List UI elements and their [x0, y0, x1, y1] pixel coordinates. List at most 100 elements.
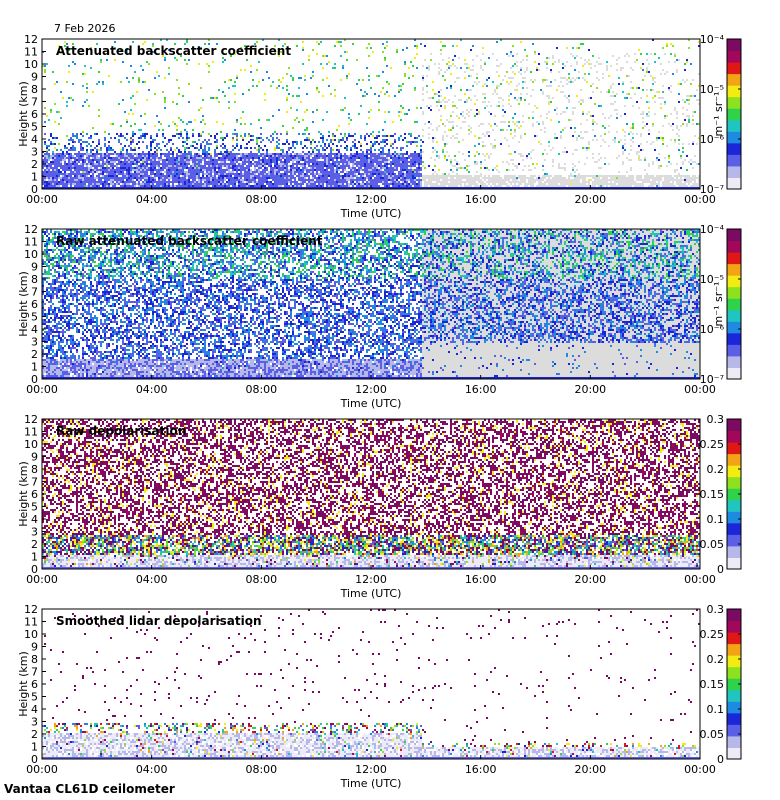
x-tick-label: 16:00 — [465, 573, 497, 586]
y-tick-label: 9 — [31, 261, 38, 274]
y-tick-label: 8 — [31, 83, 38, 96]
colorbar-segment — [727, 356, 741, 368]
colorbar: 00.050.10.150.20.250.3 — [700, 603, 742, 766]
colorbar-segment — [727, 621, 741, 633]
colorbar-segment — [727, 465, 741, 477]
colorbar-segment — [727, 97, 741, 109]
y-tick-label: 11 — [24, 616, 38, 629]
colorbar: 00.050.10.150.20.250.3 — [700, 413, 742, 576]
y-tick-label: 10 — [24, 438, 38, 451]
colorbar-tick-label: 0.15 — [700, 678, 725, 691]
colorbar-segment — [727, 644, 741, 656]
y-tick-label: 12 — [24, 33, 38, 46]
colorbar-tick-label: 0.3 — [707, 603, 725, 616]
x-tick-label: 00:00 — [26, 193, 58, 206]
colorbar-segment — [727, 690, 741, 702]
y-tick-label: 8 — [31, 273, 38, 286]
colorbar-tick-label: 0.05 — [700, 728, 725, 741]
colorbar-tick-label: 0.1 — [707, 513, 725, 526]
colorbar-segment — [727, 154, 741, 166]
colorbar-segment — [727, 713, 741, 725]
x-tick-label: 00:00 — [26, 573, 58, 586]
y-tick-label: 2 — [31, 348, 38, 361]
colorbar-segment — [727, 252, 741, 264]
colorbar-tick-label: 0 — [717, 563, 724, 576]
colorbar-tick-label: 0.05 — [700, 538, 725, 551]
x-axis-label: Time (UTC) — [340, 397, 402, 410]
colorbar-segment — [727, 701, 741, 713]
y-tick-label: 6 — [31, 678, 38, 691]
colorbar-segment — [727, 523, 741, 535]
y-tick-label: 5 — [31, 121, 38, 134]
y-tick-label: 11 — [24, 236, 38, 249]
y-tick-label: 3 — [31, 716, 38, 729]
colorbar-segment — [727, 120, 741, 132]
colorbar-tick-label: 0.15 — [700, 488, 725, 501]
y-tick-label: 1 — [31, 741, 38, 754]
colorbar-tick-label: 0.3 — [707, 413, 725, 426]
x-tick-label: 20:00 — [574, 763, 606, 776]
colorbar-tick-label: 0.1 — [707, 703, 725, 716]
x-tick-label: 20:00 — [574, 193, 606, 206]
x-tick-label: 12:00 — [355, 193, 387, 206]
y-tick-label: 10 — [24, 58, 38, 71]
colorbar-segment — [727, 143, 741, 155]
y-tick-label: 6 — [31, 298, 38, 311]
y-tick-label: 11 — [24, 426, 38, 439]
y-axis-label: Height (km) — [17, 651, 30, 717]
x-tick-label: 04:00 — [136, 193, 168, 206]
colorbar-segment — [727, 511, 741, 523]
colorbar-tick-label: 0.2 — [707, 463, 725, 476]
colorbar: 10⁻⁷10⁻⁶10⁻⁵10⁻⁴m⁻¹ sr⁻¹ — [700, 33, 741, 196]
x-tick-label: 00:00 — [684, 763, 716, 776]
y-tick-label: 11 — [24, 46, 38, 59]
colorbar-tick-label: 0.25 — [700, 628, 725, 641]
panel-title: Raw depolarisation — [56, 424, 186, 438]
colorbar-segment — [727, 454, 741, 466]
x-axis-label: Time (UTC) — [340, 777, 402, 790]
instrument-name: Vantaa CL61D ceilometer — [4, 782, 175, 796]
y-tick-label: 12 — [24, 413, 38, 426]
x-tick-label: 08:00 — [245, 573, 277, 586]
x-tick-label: 00:00 — [684, 573, 716, 586]
y-tick-label: 5 — [31, 691, 38, 704]
y-tick-label: 6 — [31, 488, 38, 501]
colorbar-segment — [727, 310, 741, 322]
y-tick-label: 2 — [31, 728, 38, 741]
x-tick-label: 12:00 — [355, 383, 387, 396]
colorbar-unit: m⁻¹ sr⁻¹ — [712, 92, 725, 137]
x-tick-label: 12:00 — [355, 573, 387, 586]
y-tick-label: 4 — [31, 703, 38, 716]
x-tick-label: 12:00 — [355, 763, 387, 776]
colorbar-segment — [727, 724, 741, 736]
y-tick-label: 2 — [31, 538, 38, 551]
colorbar-tick-label: 0 — [717, 753, 724, 766]
colorbar-segment — [727, 557, 741, 569]
y-axis-label: Height (km) — [17, 271, 30, 337]
y-axis-label: Height (km) — [17, 461, 30, 527]
x-tick-label: 16:00 — [465, 193, 497, 206]
y-tick-label: 1 — [31, 551, 38, 564]
colorbar-segment — [727, 419, 741, 431]
y-tick-label: 10 — [24, 628, 38, 641]
colorbar-segment — [727, 241, 741, 253]
x-tick-label: 08:00 — [245, 383, 277, 396]
y-tick-label: 4 — [31, 323, 38, 336]
x-tick-label: 20:00 — [574, 383, 606, 396]
colorbar-unit: m⁻¹ sr⁻¹ — [712, 282, 725, 327]
y-tick-label: 1 — [31, 171, 38, 184]
x-tick-label: 16:00 — [465, 763, 497, 776]
y-tick-label: 4 — [31, 513, 38, 526]
colorbar-segment — [727, 131, 741, 143]
colorbar-segment — [727, 500, 741, 512]
x-axis-label: Time (UTC) — [340, 587, 402, 600]
colorbar-segment — [727, 747, 741, 759]
y-tick-label: 3 — [31, 526, 38, 539]
colorbar-segment — [727, 655, 741, 667]
colorbar-segment — [727, 367, 741, 379]
colorbar-segment — [727, 298, 741, 310]
